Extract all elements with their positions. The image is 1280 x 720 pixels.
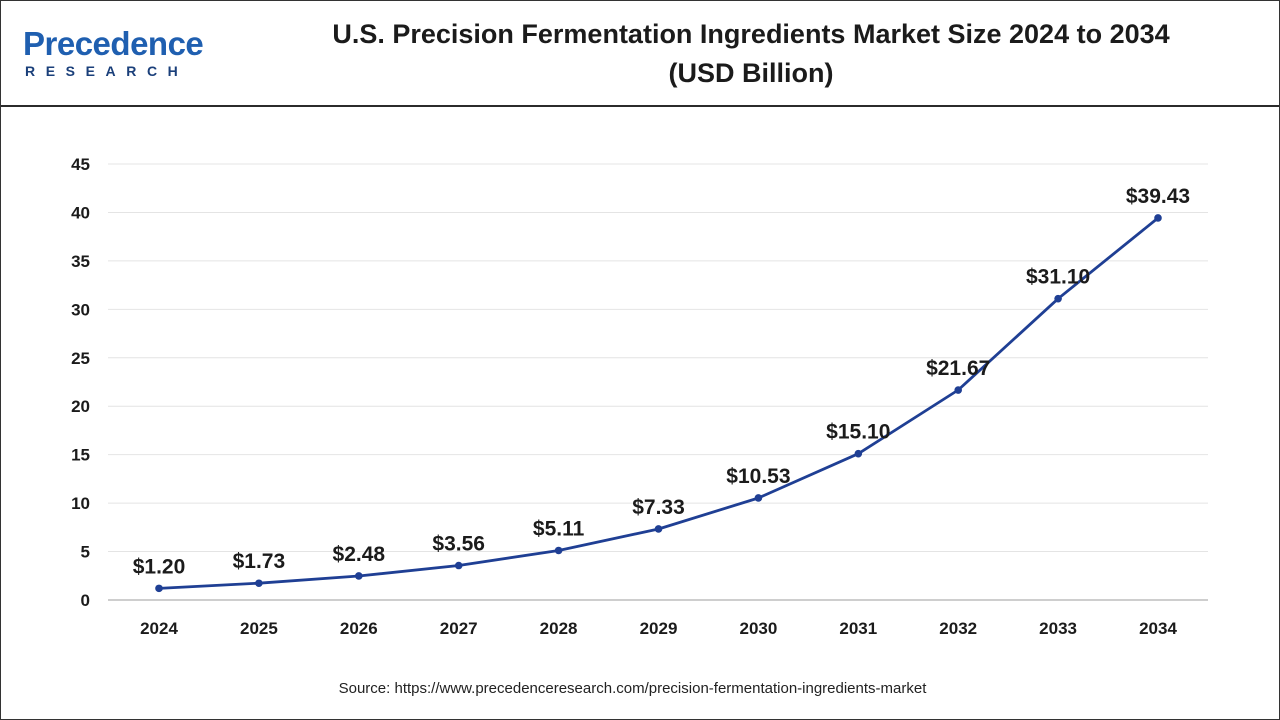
data-label: $7.33 (632, 496, 685, 519)
data-point[interactable] (1154, 214, 1162, 222)
y-tick-label: 45 (71, 155, 90, 174)
data-label: $2.48 (333, 543, 386, 566)
x-tick-label: 2028 (540, 619, 578, 638)
data-label: $21.67 (926, 357, 990, 380)
x-tick-label: 2033 (1039, 619, 1077, 638)
y-tick-label: 25 (71, 349, 90, 368)
data-labels: $1.20 $1.73 $2.48 $3.56 $5.11 $7.33 $10.53 $15.… (133, 185, 1190, 578)
y-tick-label: 15 (71, 446, 90, 465)
x-tick-label: 2030 (739, 619, 777, 638)
data-point[interactable] (754, 494, 763, 502)
series-line (155, 214, 1162, 593)
x-tick-label: 2025 (240, 619, 278, 638)
x-axis-ticks: 2024 2025 2026 2027 2028 2029 2030 2031 2032 2033… (140, 619, 1177, 638)
data-label: $10.53 (726, 465, 790, 488)
data-label: $1.73 (233, 550, 286, 573)
data-label: $31.10 (1026, 266, 1090, 289)
data-point[interactable] (454, 561, 463, 570)
data-point[interactable] (155, 584, 163, 593)
series-line-path (157, 216, 1160, 590)
y-tick-label: 20 (71, 397, 90, 416)
data-point[interactable] (355, 572, 363, 580)
y-tick-label: 0 (81, 591, 90, 610)
chart-title-line2: (USD Billion) (668, 58, 834, 88)
x-tick-label: 2031 (839, 619, 877, 638)
x-tick-label: 2024 (140, 619, 178, 638)
y-tick-label: 5 (81, 543, 90, 562)
x-tick-label: 2034 (1139, 619, 1177, 638)
data-label: $1.20 (133, 555, 186, 578)
data-point[interactable] (954, 386, 962, 394)
data-label: $39.43 (1126, 185, 1190, 208)
logo-subtitle: RESEARCH (25, 63, 189, 79)
x-tick-label: 2032 (939, 619, 977, 638)
x-tick-label: 2029 (640, 619, 678, 638)
y-tick-label: 10 (71, 494, 90, 513)
data-label: $15.10 (826, 421, 890, 444)
brand-logo[interactable]: Precedence RESEARCH (23, 27, 213, 83)
data-point[interactable] (854, 449, 863, 458)
gridlines (108, 163, 1208, 553)
y-tick-label: 30 (71, 300, 90, 319)
chart-title: U.S. Precision Fermentation Ingredients … (251, 15, 1251, 93)
source-note: Source: https://www.precedenceresearch.c… (338, 680, 927, 697)
chart-title-line1: U.S. Precision Fermentation Ingredients … (332, 19, 1170, 49)
data-label: $5.11 (533, 517, 585, 540)
y-tick-label: 40 (71, 203, 90, 222)
y-axis-ticks: 0 5 10 15 20 25 30 35 40 45 (71, 155, 90, 610)
x-tick-label: 2027 (440, 619, 478, 638)
data-point[interactable] (554, 546, 563, 555)
data-point[interactable] (255, 579, 263, 588)
data-point[interactable] (1054, 294, 1062, 303)
x-tick-label: 2026 (340, 619, 378, 638)
y-tick-label: 35 (71, 252, 90, 271)
data-label: $3.56 (432, 533, 485, 556)
header: Precedence RESEARCH U.S. Precision Ferme… (1, 1, 1279, 107)
logo-wordmark: Precedence (23, 25, 204, 62)
data-point[interactable] (654, 525, 663, 533)
